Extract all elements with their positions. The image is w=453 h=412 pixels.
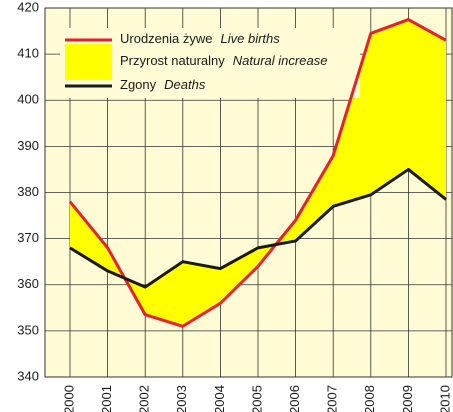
x-tick-label: 2007 <box>325 385 340 412</box>
x-tick-label: 2004 <box>212 385 227 412</box>
legend-swatch-area <box>65 44 112 80</box>
x-tick-label: 2002 <box>137 385 152 412</box>
legend-label: Przyrost naturalny Natural increase <box>120 53 327 68</box>
legend-name: Przyrost naturalny <box>120 53 225 68</box>
y-tick-label: 350 <box>17 322 39 337</box>
legend-label: Urodzenia żywe Live births <box>120 31 280 46</box>
y-tick-label: 370 <box>17 230 39 245</box>
y-tick-label: 340 <box>17 368 39 383</box>
x-tick-label: 2003 <box>174 385 189 412</box>
legend-name-en: Deaths <box>164 77 206 92</box>
series-line <box>68 18 447 328</box>
legend-label: Zgony Deaths <box>120 77 206 92</box>
plot-frame <box>44 7 453 378</box>
x-tick-label: 2005 <box>249 385 264 412</box>
x-tick-label: 2001 <box>99 385 114 412</box>
series-line <box>69 167 447 289</box>
x-tick-label: 2009 <box>400 385 415 412</box>
legend-name: Zgony <box>120 77 157 92</box>
y-tick-label: 360 <box>17 276 39 291</box>
x-tick-label: 2006 <box>287 385 302 412</box>
y-tick-label: 420 <box>17 0 39 14</box>
x-tick-label: 2008 <box>362 385 377 412</box>
y-tick-label: 410 <box>17 46 39 61</box>
y-tick-label: 390 <box>17 138 39 153</box>
legend-name-en: Natural increase <box>233 53 328 68</box>
x-tick-label: 2010 <box>437 385 452 412</box>
x-tick-label: 2000 <box>61 385 76 412</box>
y-tick-label: 380 <box>17 184 39 199</box>
legend-name-en: Live births <box>221 31 281 46</box>
y-tick-label: 400 <box>17 92 39 107</box>
legend-name: Urodzenia żywe <box>120 31 213 46</box>
